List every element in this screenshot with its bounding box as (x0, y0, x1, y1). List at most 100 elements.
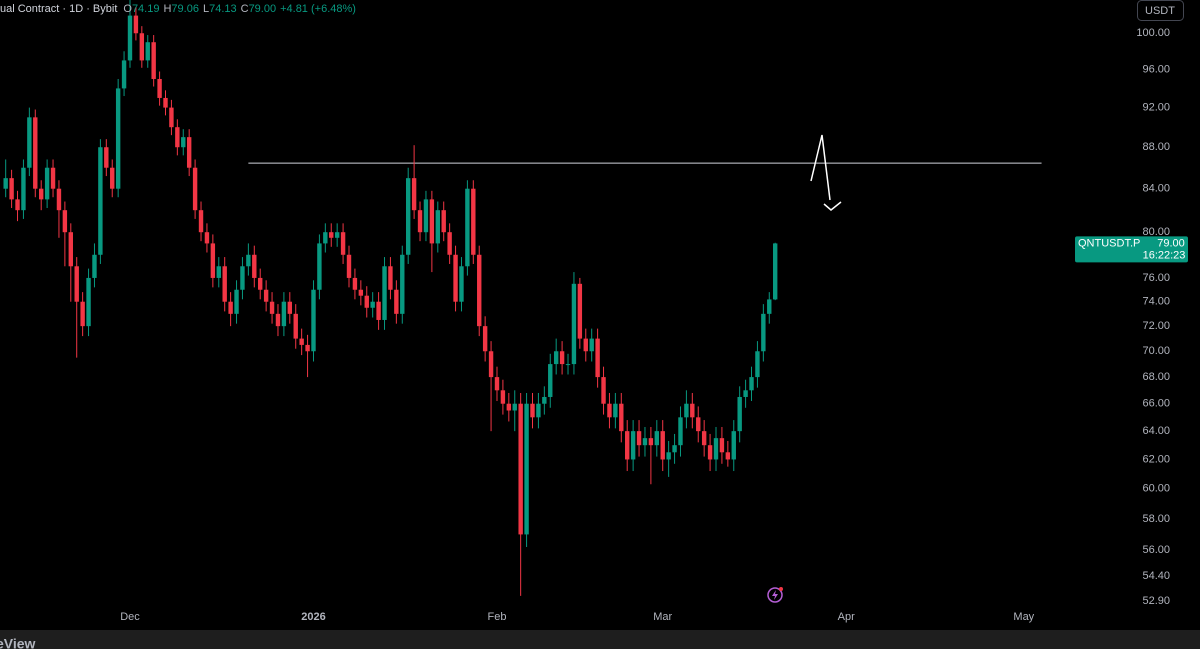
candle-body (749, 377, 754, 391)
l-value: 74.13 (209, 3, 237, 15)
candle-body (74, 266, 79, 302)
candle-body (524, 403, 529, 535)
candle-body (500, 390, 506, 404)
candle-body (743, 390, 748, 397)
candle-body (465, 188, 470, 267)
candle-body (761, 313, 766, 352)
candle-body (27, 117, 32, 168)
candle-body (494, 377, 500, 391)
candle-body (9, 178, 14, 200)
candle-body (204, 232, 210, 244)
candle-body (678, 417, 683, 446)
currency-button[interactable] (1137, 0, 1184, 21)
candle-body (737, 396, 742, 432)
y-tick-label: 100.00 (1136, 27, 1170, 39)
candle-body (725, 452, 731, 460)
candle-body (317, 243, 322, 290)
candle-body (482, 326, 488, 352)
y-tick-label: 92.00 (1142, 101, 1170, 113)
candle-body (240, 266, 245, 290)
x-tick-label: Feb (488, 611, 507, 623)
candle-body (654, 431, 660, 446)
candle-body (636, 431, 642, 446)
candle-body (370, 301, 375, 308)
candle-body (447, 232, 452, 255)
candle-body (175, 127, 180, 148)
candle-body (139, 33, 145, 61)
candle-body (630, 431, 636, 460)
candle-body (471, 188, 476, 255)
candle-body (92, 254, 97, 278)
candle-body (394, 289, 399, 314)
candle-body (477, 254, 482, 327)
candle-body (38, 188, 44, 200)
candle-body (767, 299, 772, 314)
candle-body (755, 351, 760, 378)
candle-body (145, 42, 150, 61)
candle-body (311, 289, 316, 352)
candle-body (648, 438, 654, 446)
y-tick-label: 74.00 (1142, 296, 1170, 308)
candle-body (565, 364, 571, 366)
candle-body (411, 178, 417, 211)
candle-body (281, 301, 287, 327)
y-tick-label: 84.00 (1142, 183, 1170, 195)
o-value: 74.19 (132, 3, 160, 15)
candle-body (127, 15, 133, 61)
candle-body (287, 301, 293, 314)
footer-bar (0, 630, 1200, 649)
x-tick-label: Mar (653, 611, 672, 623)
footer-brand: eView (0, 636, 36, 649)
currency-label: USDT (1145, 5, 1175, 17)
candle-body (98, 147, 103, 255)
candle-body (275, 313, 281, 327)
y-tick-label: 60.00 (1142, 483, 1170, 495)
candle-body (707, 445, 713, 460)
candle-body (44, 167, 50, 200)
candle-body (672, 445, 677, 453)
candle-body (121, 60, 127, 89)
candle-body (666, 452, 671, 460)
o-label: O (123, 3, 132, 15)
candle-body (595, 338, 600, 378)
alert-icon[interactable] (767, 587, 783, 603)
candle-body (115, 88, 121, 189)
c-label: C (241, 3, 249, 15)
candle-body (263, 289, 269, 302)
candle-body (625, 431, 630, 460)
candle-body (459, 266, 464, 302)
candle-body (642, 438, 648, 446)
candle-body (80, 301, 85, 327)
candle-body (453, 254, 458, 302)
candle-body (405, 178, 411, 255)
candle-body (571, 283, 577, 365)
candle-body (186, 137, 192, 168)
candle-body (772, 243, 778, 300)
candle-body (3, 178, 8, 189)
candle-body (583, 338, 588, 352)
y-tick-label: 70.00 (1142, 345, 1170, 357)
candle-body (400, 254, 405, 314)
y-tick-label: 72.00 (1142, 320, 1170, 332)
candle-body (293, 313, 298, 339)
candle-body (619, 403, 624, 432)
candle-body (151, 42, 156, 79)
candle-body (607, 403, 612, 418)
candle-body (246, 254, 251, 267)
candle-body (423, 199, 429, 233)
alert-dot (779, 587, 783, 591)
candle-body (305, 344, 310, 352)
candle-body (15, 199, 20, 211)
y-tick-label: 76.00 (1142, 272, 1170, 284)
candle-body (56, 188, 62, 211)
drawn-arrow (810, 134, 831, 201)
y-tick-label: 56.00 (1142, 544, 1170, 556)
y-tick-label: 68.00 (1142, 371, 1170, 383)
candle-body (429, 199, 435, 244)
price-label-countdown: 16:22:23 (1143, 249, 1186, 261)
candle-body (684, 403, 689, 418)
h-value: 79.06 (171, 3, 199, 15)
symbol: ual Contract · 1D · Bybit (0, 3, 117, 15)
candle-body (713, 438, 719, 460)
